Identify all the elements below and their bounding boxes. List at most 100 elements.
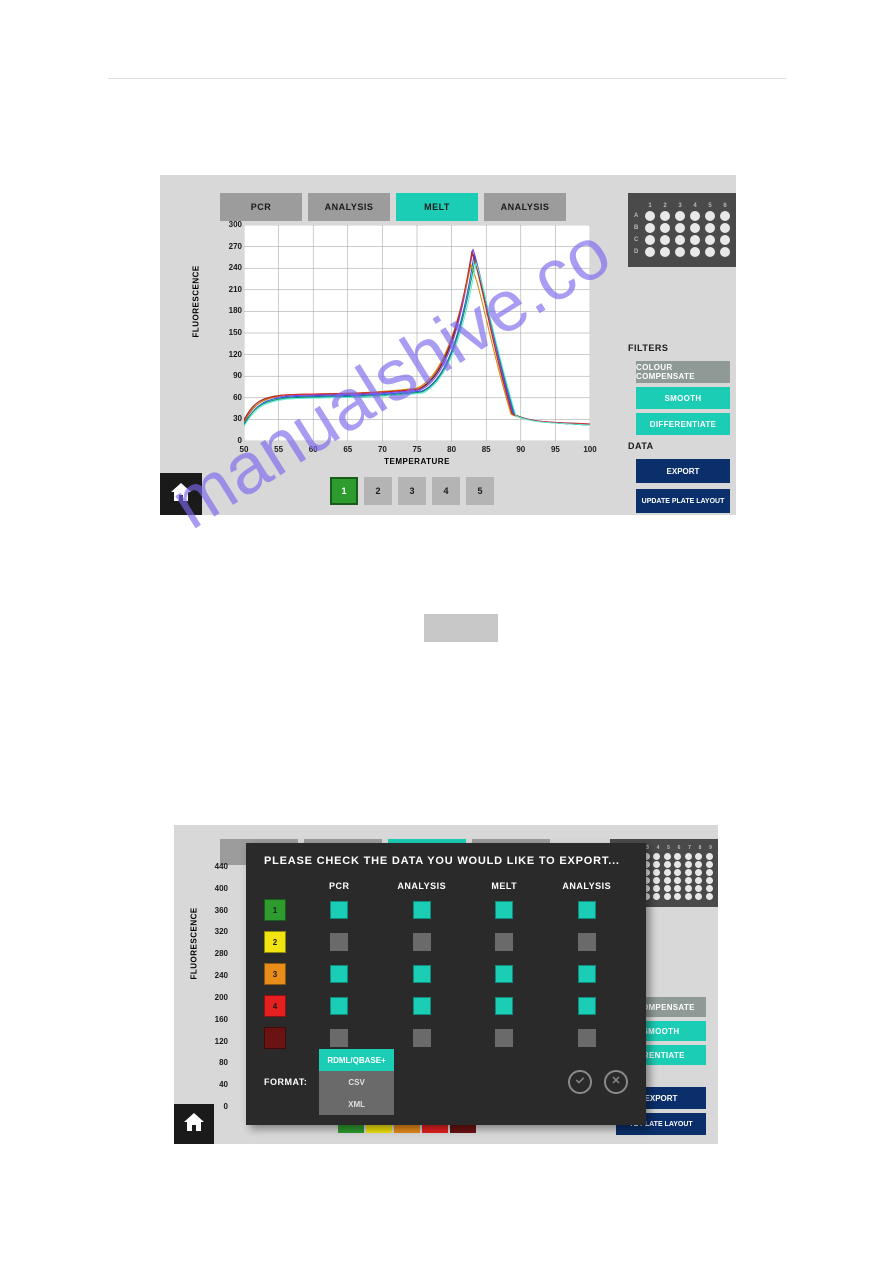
export-checkbox[interactable]: [578, 901, 596, 919]
export-checkbox[interactable]: [330, 997, 348, 1015]
plate-well[interactable]: [660, 235, 670, 245]
plate-well[interactable]: [695, 885, 702, 892]
tab-analysis[interactable]: ANALYSIS: [308, 193, 390, 221]
plate-well[interactable]: [690, 211, 700, 221]
export-checkbox[interactable]: [330, 965, 348, 983]
plate-well[interactable]: [705, 235, 715, 245]
plate-well[interactable]: [653, 861, 660, 868]
plate-well[interactable]: [674, 885, 681, 892]
export-checkbox[interactable]: [330, 1029, 348, 1047]
plate-well[interactable]: [645, 247, 655, 257]
export-checkbox[interactable]: [495, 965, 513, 983]
plate-well[interactable]: [706, 885, 713, 892]
channel-button-3[interactable]: 3: [398, 477, 426, 505]
plate-well[interactable]: [685, 877, 692, 884]
plate-well[interactable]: [645, 211, 655, 221]
differentiate-button[interactable]: DIFFERENTIATE: [636, 413, 730, 435]
plate-well[interactable]: [645, 223, 655, 233]
export-checkbox[interactable]: [413, 933, 431, 951]
tab-analysis[interactable]: ANALYSIS: [484, 193, 566, 221]
plate-well[interactable]: [705, 247, 715, 257]
plate-well[interactable]: [675, 235, 685, 245]
plate-well[interactable]: [660, 247, 670, 257]
plate-well[interactable]: [690, 235, 700, 245]
channel-button-4[interactable]: 4: [432, 477, 460, 505]
export-checkbox[interactable]: [578, 997, 596, 1015]
cancel-button[interactable]: [604, 1070, 628, 1094]
plate-well[interactable]: [706, 853, 713, 860]
tab-pcr[interactable]: PCR: [220, 193, 302, 221]
plate-well[interactable]: [674, 877, 681, 884]
home-button[interactable]: [174, 1104, 214, 1144]
plate-well[interactable]: [660, 223, 670, 233]
plate-well[interactable]: [695, 893, 702, 900]
plate-well[interactable]: [706, 877, 713, 884]
plate-well[interactable]: [653, 869, 660, 876]
format-button-csv[interactable]: CSV: [319, 1071, 393, 1093]
update-plate-layout-button[interactable]: UPDATE PLATE LAYOUT: [636, 489, 730, 513]
export-checkbox[interactable]: [330, 901, 348, 919]
plate-well[interactable]: [664, 861, 671, 868]
plate-well[interactable]: [675, 211, 685, 221]
channel-button-1[interactable]: 1: [330, 477, 358, 505]
plate-well[interactable]: [675, 247, 685, 257]
plate-well[interactable]: [720, 235, 730, 245]
plate-well[interactable]: [664, 869, 671, 876]
plate-well[interactable]: [674, 869, 681, 876]
plate-well[interactable]: [706, 869, 713, 876]
channel-button-5[interactable]: 5: [466, 477, 494, 505]
plate-well[interactable]: [674, 861, 681, 868]
format-button-xml[interactable]: XML: [319, 1093, 393, 1115]
channel-button-2[interactable]: 2: [364, 477, 392, 505]
export-checkbox[interactable]: [413, 997, 431, 1015]
plate-well[interactable]: [705, 211, 715, 221]
plate-well[interactable]: [653, 893, 660, 900]
export-button[interactable]: EXPORT: [636, 459, 730, 483]
plate-well[interactable]: [685, 885, 692, 892]
plate-well[interactable]: [695, 853, 702, 860]
plate-well[interactable]: [720, 211, 730, 221]
home-button[interactable]: [160, 473, 202, 515]
export-checkbox[interactable]: [495, 1029, 513, 1047]
tab-melt[interactable]: MELT: [396, 193, 478, 221]
plate-well[interactable]: [664, 885, 671, 892]
export-checkbox[interactable]: [330, 933, 348, 951]
plate-well[interactable]: [720, 223, 730, 233]
export-checkbox[interactable]: [495, 933, 513, 951]
export-checkbox[interactable]: [578, 965, 596, 983]
plate-well[interactable]: [664, 893, 671, 900]
plate-well[interactable]: [685, 893, 692, 900]
plate-well[interactable]: [664, 877, 671, 884]
plate-well[interactable]: [653, 885, 660, 892]
plate-layout[interactable]: 123456ABCD: [628, 193, 736, 267]
plate-well[interactable]: [690, 223, 700, 233]
plate-well[interactable]: [706, 893, 713, 900]
export-checkbox[interactable]: [495, 997, 513, 1015]
plate-well[interactable]: [685, 861, 692, 868]
export-checkbox[interactable]: [495, 901, 513, 919]
export-checkbox[interactable]: [413, 1029, 431, 1047]
plate-well[interactable]: [705, 223, 715, 233]
plate-well[interactable]: [706, 861, 713, 868]
plate-well[interactable]: [695, 869, 702, 876]
plate-well[interactable]: [690, 247, 700, 257]
plate-well[interactable]: [660, 211, 670, 221]
smooth-button[interactable]: SMOOTH: [636, 387, 730, 409]
plate-well[interactable]: [674, 853, 681, 860]
export-checkbox[interactable]: [578, 1029, 596, 1047]
confirm-button[interactable]: [568, 1070, 592, 1094]
plate-well[interactable]: [695, 877, 702, 884]
plate-well[interactable]: [695, 861, 702, 868]
export-checkbox[interactable]: [413, 901, 431, 919]
plate-well[interactable]: [685, 869, 692, 876]
plate-well[interactable]: [653, 853, 660, 860]
plate-well[interactable]: [645, 235, 655, 245]
plate-well[interactable]: [675, 223, 685, 233]
export-checkbox[interactable]: [578, 933, 596, 951]
colour-compensate-button[interactable]: COLOUR COMPENSATE: [636, 361, 730, 383]
plate-well[interactable]: [674, 893, 681, 900]
plate-well[interactable]: [720, 247, 730, 257]
plate-well[interactable]: [653, 877, 660, 884]
export-checkbox[interactable]: [413, 965, 431, 983]
plate-well[interactable]: [685, 853, 692, 860]
